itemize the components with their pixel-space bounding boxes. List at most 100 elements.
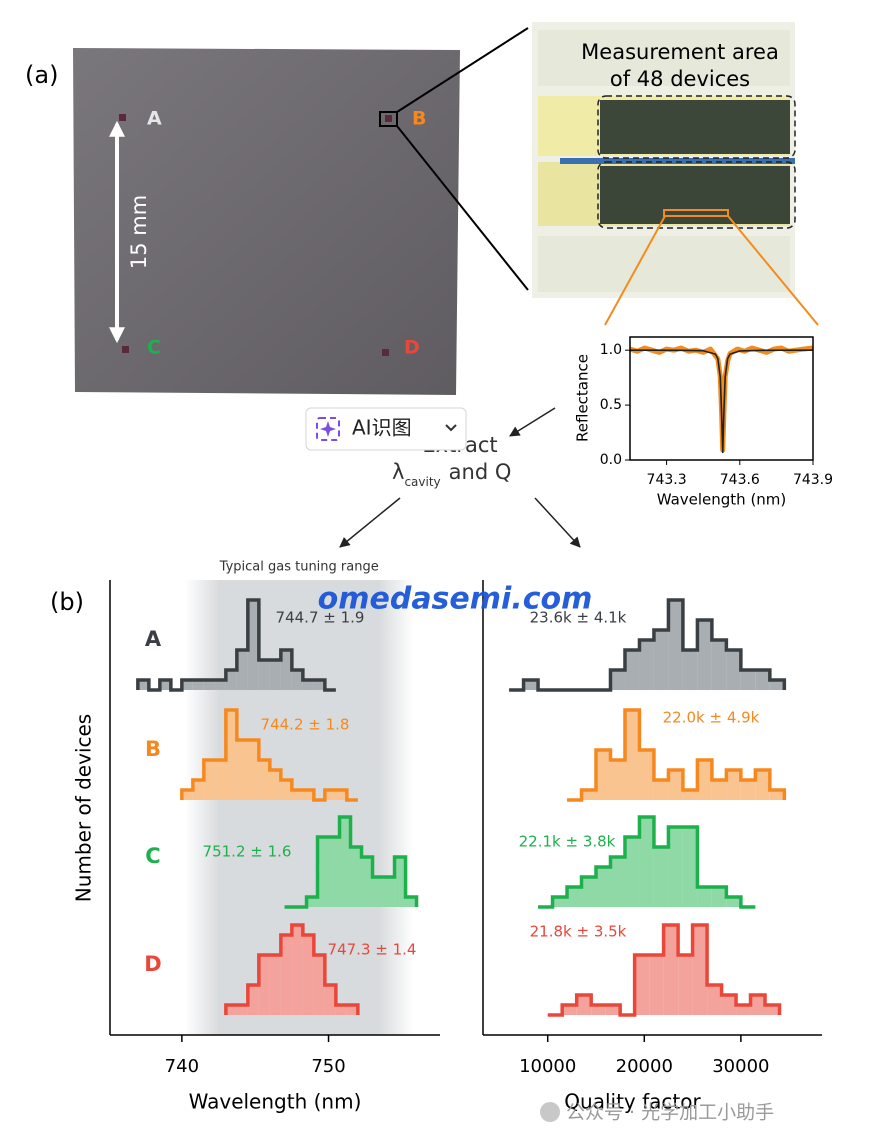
histogram-bin	[639, 817, 654, 907]
histogram-bin	[350, 847, 362, 907]
panel-label: (b)	[50, 588, 84, 616]
histogram-bin	[697, 887, 712, 907]
histogram-bin	[726, 770, 741, 800]
histogram-bin	[552, 897, 568, 907]
histogram-bin	[269, 955, 281, 1015]
histogram-bin	[291, 790, 303, 800]
histogram-bin	[596, 867, 611, 907]
y-tick-label: 0.0	[600, 452, 622, 468]
histogram-bin	[181, 790, 193, 800]
histogram-bin	[653, 630, 669, 690]
device-marker	[119, 114, 126, 121]
histogram-bin	[405, 897, 417, 907]
histogram-bin	[711, 780, 727, 800]
histogram-bin	[649, 955, 664, 1015]
zoom-box	[379, 111, 398, 127]
panel-label: (a)	[25, 61, 58, 89]
histogram-bin	[711, 640, 727, 690]
ai-button-label[interactable]: AI识图	[352, 416, 412, 440]
x-tick-label: 743.3	[647, 472, 687, 488]
histogram-bin	[192, 680, 204, 690]
histogram-outline	[284, 815, 419, 909]
annotation: 23.6k ± 4.1k	[530, 609, 627, 627]
histogram-bin	[159, 680, 171, 690]
histogram-bin	[692, 925, 708, 1015]
x-tick-label: 743.9	[793, 472, 833, 488]
chevron[interactable]	[445, 424, 457, 432]
histogram-outline	[567, 708, 787, 802]
zoom-title: of 48 devices	[610, 67, 750, 91]
subscript: cavity	[404, 475, 440, 489]
measurement-box	[597, 161, 796, 229]
histogram-bin	[769, 790, 785, 800]
row-label: B	[145, 737, 161, 761]
histogram-bin	[302, 935, 314, 1015]
ai-button-bg[interactable]	[305, 407, 467, 451]
histogram-bin	[339, 817, 351, 907]
device-box	[663, 209, 729, 217]
histogram-bin	[383, 877, 395, 907]
histogram-bin	[335, 790, 347, 800]
histogram-bin	[302, 790, 314, 800]
histogram-bin	[291, 925, 303, 1015]
ai-button[interactable]: AI识图	[305, 407, 467, 451]
histogram-bin	[740, 780, 756, 800]
histogram-bin	[682, 650, 698, 690]
y-axis-label: Number of devices	[72, 714, 96, 902]
histogram-bin	[682, 827, 698, 907]
histogram-bin	[269, 660, 281, 690]
histogram-bin	[214, 680, 226, 690]
histogram-bin	[634, 955, 650, 1015]
histogram-bin	[317, 837, 329, 907]
histogram-bin	[258, 760, 270, 800]
histogram-bin	[668, 600, 683, 690]
histogram-bin	[247, 740, 259, 800]
histogram-bin	[203, 680, 215, 690]
chip-photo	[73, 48, 460, 395]
histogram-bin	[225, 670, 237, 690]
annotation: 21.8k ± 3.5k	[530, 923, 627, 941]
histogram-bin	[258, 660, 270, 690]
lambda: λ	[392, 460, 404, 484]
x-tick-label: 20000	[616, 1056, 673, 1077]
chip-label: D	[404, 337, 420, 359]
histogram-bin	[697, 760, 712, 800]
histogram-bin	[581, 877, 596, 907]
histogram-bin	[236, 1005, 248, 1015]
histogram-bin	[707, 985, 722, 1015]
histogram-bin	[769, 680, 785, 690]
histogram-bin	[605, 1005, 621, 1015]
histogram-bin	[624, 650, 640, 690]
arrow	[339, 497, 401, 548]
histogram-bin	[225, 710, 237, 800]
histogram-bin	[740, 670, 756, 690]
row-label: C	[145, 844, 160, 868]
x-tick-label: 30000	[712, 1056, 769, 1077]
histogram-bin	[313, 955, 325, 1015]
histogram-bin	[721, 995, 737, 1015]
histogram-outline	[224, 923, 360, 1015]
histogram-bin	[225, 1005, 237, 1015]
annotation: 744.2 ± 1.8	[261, 716, 350, 734]
x-axis-label: Quality factor	[564, 1090, 701, 1114]
histogram-bin	[567, 887, 582, 907]
annotation: 751.2 ± 1.6	[203, 843, 292, 861]
histogram-bin	[203, 760, 215, 800]
x-tick-label: 750	[311, 1056, 345, 1077]
device-marker	[122, 346, 129, 353]
histogram-bin	[280, 650, 292, 690]
histogram-bin	[361, 857, 373, 907]
histogram-bin	[280, 780, 292, 800]
footer-watermark: 公众号 · 光学加工小助手	[566, 1102, 774, 1124]
histogram-bin	[335, 1005, 347, 1015]
histogram-bin	[137, 680, 149, 690]
histogram-bin	[576, 995, 592, 1015]
device-marker	[382, 349, 389, 356]
histogram-outline	[180, 708, 358, 802]
ai-icon	[320, 421, 336, 437]
histogram-bin	[346, 1005, 358, 1015]
histogram-bin	[236, 650, 248, 690]
histogram-bin	[639, 750, 654, 800]
zoom-line	[396, 125, 529, 291]
